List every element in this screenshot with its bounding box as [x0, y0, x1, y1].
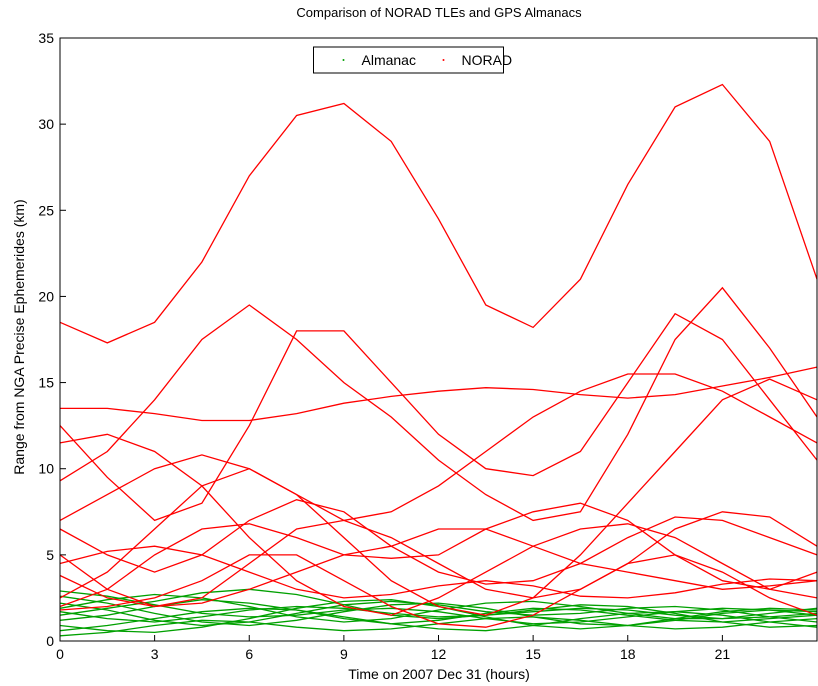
- data-line: [59, 378, 818, 616]
- data-line: [59, 599, 818, 625]
- data-line: [59, 373, 818, 522]
- y-tick-label: 20: [38, 288, 54, 304]
- data-line: [59, 502, 818, 608]
- data-line: [59, 605, 818, 623]
- data-line: [59, 554, 818, 628]
- y-tick-label: 0: [46, 633, 54, 649]
- y-tick-label: 10: [38, 461, 54, 477]
- legend-marker: [442, 59, 445, 61]
- data-line: [59, 600, 818, 627]
- x-axis-label: Time on 2007 Dec 31 (hours): [348, 666, 530, 682]
- x-tick-label: 6: [245, 646, 253, 662]
- x-tick-label: 18: [620, 646, 636, 662]
- data-line: [59, 83, 818, 344]
- data-line: [59, 528, 818, 608]
- data-line: [59, 607, 818, 632]
- y-tick-label: 30: [38, 116, 54, 132]
- data-line: [59, 433, 818, 616]
- x-tick-label: 21: [715, 646, 731, 662]
- data-line: [59, 312, 818, 522]
- data-line: [59, 511, 818, 608]
- x-tick-label: 12: [431, 646, 447, 662]
- data-line: [59, 593, 818, 623]
- legend-box: [313, 46, 504, 74]
- legend-marker: [342, 59, 345, 61]
- chart-title: Comparison of NORAD TLEs and GPS Almanac…: [296, 5, 582, 20]
- x-tick-label: 9: [340, 646, 348, 662]
- x-tick-label: 3: [151, 646, 159, 662]
- y-axis-label: Range from NGA Precise Ephemerides (km): [11, 199, 27, 474]
- data-line: [59, 590, 818, 625]
- x-tick-label: 0: [56, 646, 64, 662]
- y-tick-label: 15: [38, 375, 54, 391]
- y-tick-label: 25: [38, 202, 54, 218]
- data-line: [59, 499, 818, 585]
- legend-label: Almanac: [362, 52, 416, 68]
- data-line: [60, 366, 818, 422]
- x-tick-label: 15: [525, 646, 541, 662]
- data-line: [59, 545, 818, 599]
- y-tick-label: 35: [38, 30, 54, 46]
- y-tick-label: 5: [46, 547, 54, 563]
- legend-label: NORAD: [462, 52, 513, 68]
